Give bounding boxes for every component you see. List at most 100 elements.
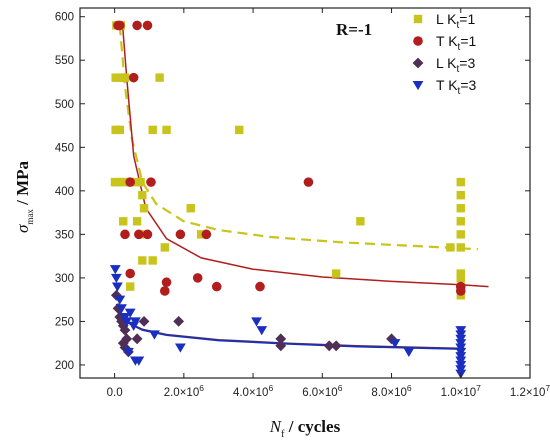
- series-2-point: [175, 229, 186, 240]
- y-tick-label: 600: [55, 12, 74, 24]
- plot-area: [109, 20, 489, 378]
- y-tick-label: 250: [55, 316, 74, 328]
- x-tick-label: 1.2×107: [510, 383, 550, 399]
- series-3-point: [275, 340, 287, 352]
- legend-marker-4: [412, 80, 424, 91]
- series-2-point: [115, 20, 125, 31]
- series-2-point: [120, 229, 130, 240]
- series-1-point: [196, 230, 206, 239]
- series-1-point: [148, 256, 157, 265]
- series-2-point: [132, 20, 142, 31]
- series-4-point: [109, 265, 121, 275]
- legend-marker-3: [412, 57, 424, 69]
- series-4-point: [149, 330, 160, 340]
- legend-label-2: T Kt=1: [436, 33, 476, 53]
- y-tick-label: 300: [55, 273, 74, 285]
- series-1-point: [456, 273, 465, 283]
- series-1-point: [456, 190, 465, 200]
- series-4-point: [123, 347, 134, 358]
- y-tick-label: 450: [55, 142, 74, 154]
- chart-annotation: R=-1: [336, 20, 372, 39]
- series-3-point: [323, 340, 335, 352]
- series-1-point: [119, 217, 128, 226]
- series-1-point: [155, 73, 164, 82]
- series-1-point: [136, 177, 145, 187]
- series-4-point: [389, 339, 401, 349]
- series-4-point: [256, 326, 268, 336]
- series-2-point: [201, 229, 212, 240]
- series-3-point: [138, 316, 150, 327]
- series-1-point: [456, 177, 465, 187]
- series-2-point: [161, 277, 172, 288]
- series-1-point: [235, 125, 244, 135]
- series-1-point: [456, 243, 465, 252]
- series-2-point: [160, 286, 170, 296]
- series-3-point: [119, 324, 131, 336]
- series-1-point: [356, 217, 365, 226]
- axes: 200 250 300 350 400 450 500 550 600 0.0 2.0×106 4.0…: [55, 7, 550, 399]
- series-2-point: [192, 273, 203, 283]
- fit-curve-1: [118, 25, 479, 251]
- series-1-point: [162, 125, 171, 135]
- series-3-point: [173, 316, 185, 327]
- series-1-point: [115, 125, 125, 135]
- y-tick-label: 350: [55, 229, 74, 241]
- legend-label-4: T Kt=3: [436, 77, 476, 97]
- series-2-point: [134, 229, 144, 240]
- x-tick-label: 6.0×106: [302, 383, 343, 399]
- legend: L Kt=1T Kt=1L Kt=3T Kt=3: [412, 11, 476, 97]
- series-4-point: [114, 295, 126, 305]
- series-4-point: [124, 308, 136, 318]
- y-axis-title: σmax / MPa: [13, 160, 35, 233]
- y-tick-label: 200: [55, 360, 74, 372]
- series-4-point: [403, 347, 415, 358]
- series-1-point: [132, 217, 142, 226]
- series-4-point: [110, 273, 122, 284]
- series-4-point: [121, 317, 133, 327]
- series-1-point: [456, 230, 465, 239]
- x-tick-label: 0.0: [107, 387, 123, 399]
- y-tick-label: 400: [55, 186, 74, 198]
- y-tick-label: 500: [55, 99, 74, 111]
- x-tick-label: 8.0×106: [371, 383, 412, 399]
- series-1-point: [456, 269, 465, 278]
- series-1-point: [160, 243, 170, 252]
- x-tick-label: 2.0×106: [164, 383, 205, 399]
- legend-label-3: L Kt=3: [436, 55, 475, 75]
- series-2-point: [211, 281, 222, 292]
- series-3-point: [275, 333, 287, 345]
- series-1-point: [446, 243, 455, 252]
- series-3-point: [330, 340, 342, 352]
- series-1-point: [331, 269, 341, 278]
- series-1-point: [139, 204, 149, 213]
- series-2-point: [128, 72, 139, 83]
- series-1-point: [148, 125, 157, 135]
- legend-label-1: L Kt=1: [436, 11, 475, 31]
- series-1-point: [456, 204, 465, 213]
- series-1-point: [120, 73, 130, 82]
- series-4-point: [111, 282, 123, 292]
- series-3-point: [131, 333, 143, 345]
- series-2-point: [142, 20, 153, 31]
- fit-curve-2: [121, 25, 489, 288]
- series-1-point: [125, 282, 135, 291]
- series-3-point: [117, 320, 129, 332]
- fit-curve-3: [115, 303, 465, 350]
- series-1-point: [138, 190, 147, 200]
- series-1-point: [186, 204, 195, 213]
- series-4-point: [116, 304, 127, 314]
- legend-marker-1: [413, 14, 423, 24]
- series-2-point: [142, 229, 153, 240]
- series-2-point: [125, 268, 135, 279]
- x-axis-title: Nf / cycles: [269, 417, 341, 440]
- y-tick-label: 550: [55, 55, 74, 67]
- series-4-point: [174, 343, 186, 353]
- x-tick-label: 1.0×107: [441, 383, 482, 399]
- series-4-point: [133, 356, 145, 366]
- series-2-point: [146, 177, 156, 187]
- series-4-point: [251, 317, 262, 327]
- series-2-point: [455, 286, 466, 296]
- series-3-point: [119, 342, 131, 353]
- series-2-point: [303, 177, 314, 187]
